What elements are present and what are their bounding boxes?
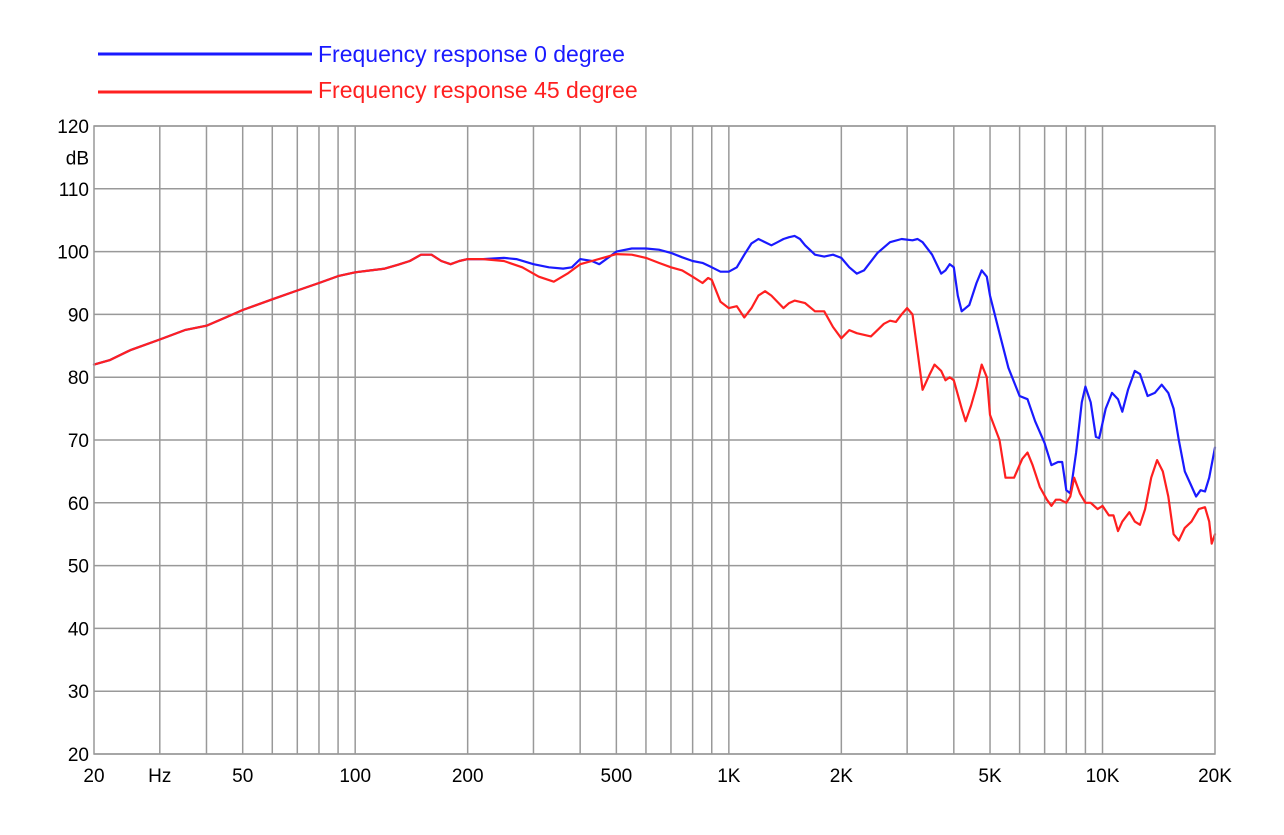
x-tick-label: Hz: [148, 766, 171, 787]
y-tick-label: 50: [68, 557, 89, 578]
x-tick-label: 1K: [717, 766, 741, 787]
y-tick-label: 30: [68, 682, 89, 703]
x-tick-label: 100: [339, 766, 371, 787]
legend-label-0-degree: Frequency response 0 degree: [318, 41, 625, 67]
x-axis-labels: 20 Hz 50 100 200 500 1K 2K 5K 10K 20K: [83, 766, 1232, 787]
legend: Frequency response 0 degree Frequency re…: [98, 41, 638, 103]
x-tick-label: 5K: [978, 766, 1002, 787]
x-tick-label: 50: [232, 766, 253, 787]
y-tick-label: 20: [68, 745, 89, 766]
y-axis-unit-label: dB: [66, 148, 89, 169]
x-tick-label: 20: [83, 766, 104, 787]
y-tick-label: 40: [68, 619, 89, 640]
legend-label-45-degree: Frequency response 45 degree: [318, 77, 638, 103]
x-tick-label: 20K: [1198, 766, 1232, 787]
x-tick-label: 10K: [1086, 766, 1120, 787]
plot-frame: [93, 125, 1216, 755]
series-line-45-degree: [92, 253, 1217, 545]
y-tick-label: 120: [57, 117, 89, 138]
y-tick-label: 100: [57, 243, 89, 264]
x-tick-label: 500: [601, 766, 633, 787]
y-tick-label: 60: [68, 494, 89, 515]
y-axis-labels: 20 30 40 50 60 70 80 90 100 110 120: [57, 117, 89, 766]
y-tick-label: 80: [68, 368, 89, 389]
plot-area: [92, 234, 1217, 545]
y-tick-label: 90: [68, 305, 89, 326]
y-tick-label: 110: [59, 180, 89, 201]
x-tick-label: 2K: [830, 766, 854, 787]
x-tick-label: 200: [452, 766, 484, 787]
y-tick-label: 70: [68, 431, 89, 452]
